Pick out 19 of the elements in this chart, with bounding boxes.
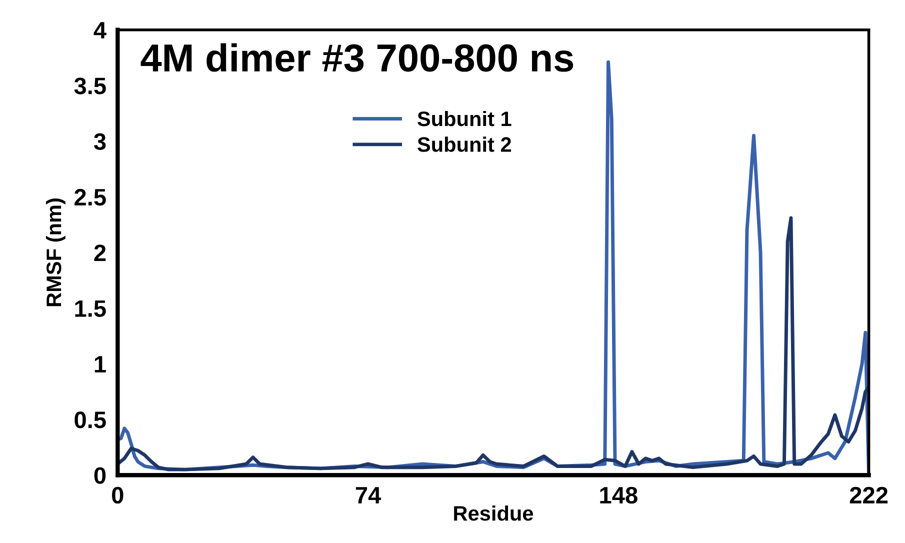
y-tick-label: 2	[94, 244, 106, 262]
y-tick-label: 0	[94, 467, 106, 484]
y-tick-label: 1	[94, 356, 106, 372]
legend-label: Subunit 1	[418, 110, 512, 126]
y-tick-label: 3.5	[74, 78, 106, 94]
y-axis-title: RMSF (nm)	[46, 198, 66, 306]
y-tick-label: 0.5	[74, 412, 106, 428]
x-tick-label: 222	[850, 486, 888, 504]
chart-title: 4M dimer #3 700-800 ns	[140, 43, 574, 72]
x-tick-label: 74	[356, 487, 382, 504]
y-tick-label: 4	[94, 22, 106, 38]
y-tick-label: 1.5	[75, 300, 106, 317]
line-series	[118, 216, 869, 472]
x-tick-label: 148	[600, 486, 638, 504]
y-tick-label: 2.5	[74, 188, 106, 206]
legend-label: Subunit 2	[418, 136, 511, 152]
x-tick-label: 0	[112, 486, 124, 504]
y-tick-label: 3	[94, 133, 106, 150]
x-axis-title: Residue	[454, 505, 534, 521]
